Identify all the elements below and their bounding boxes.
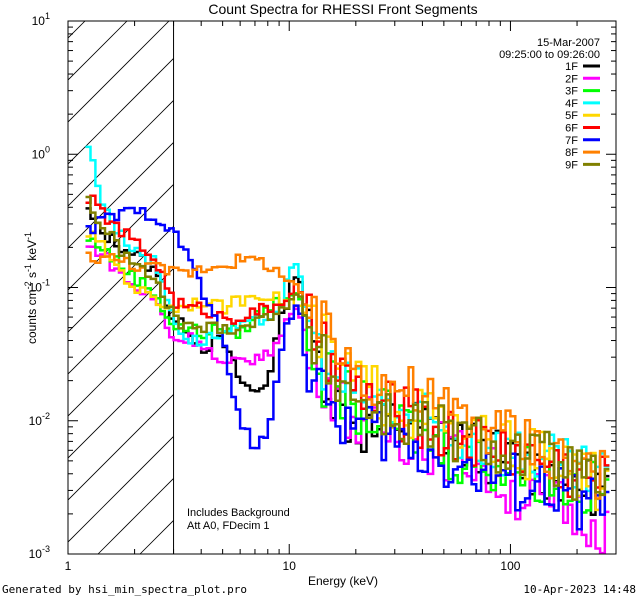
annotation-background: Includes Background bbox=[187, 507, 290, 519]
axes: 1 10 100 10-3 10-2 10-1 100 101 bbox=[29, 11, 617, 573]
hatch-line bbox=[68, 225, 174, 333]
x-tick-label: 1 bbox=[65, 559, 72, 573]
legend-label-2F: 2F bbox=[565, 73, 578, 85]
hatch-line bbox=[68, 21, 128, 81]
hatch-line bbox=[68, 141, 174, 249]
chart-title: Count Spectra for RHESSI Front Segments bbox=[208, 1, 477, 17]
legend-label-7F: 7F bbox=[565, 135, 578, 147]
hatch-line bbox=[68, 351, 174, 459]
generated-by-label: Generated by hsi_min_spectra_plot.pro bbox=[2, 583, 248, 596]
y-tick-label: 10-1 bbox=[29, 278, 50, 295]
series-2F bbox=[85, 245, 610, 554]
legend-label-1F: 1F bbox=[565, 61, 578, 73]
y-tick-label: 10-2 bbox=[29, 411, 50, 428]
x-tick-label: 10 bbox=[283, 559, 297, 573]
series-9F bbox=[85, 195, 610, 501]
hatch-line bbox=[0, 0, 110, 554]
hatch-line bbox=[68, 393, 174, 501]
hatch-line bbox=[68, 309, 174, 417]
series-3F bbox=[85, 237, 610, 514]
date-label: 15-Mar-2007 bbox=[537, 37, 600, 49]
y-axis-label: counts cm-2 s-1 keV-1 bbox=[23, 232, 39, 344]
hatch-line bbox=[68, 21, 86, 39]
x-axis-label: Energy (keV) bbox=[308, 574, 378, 588]
y-tick-label: 100 bbox=[32, 144, 50, 161]
series-7F bbox=[85, 206, 610, 531]
hatch-line bbox=[68, 435, 174, 543]
legend-label-3F: 3F bbox=[565, 86, 578, 98]
y-tick-label: 10-3 bbox=[29, 544, 50, 561]
hatch-line bbox=[68, 21, 170, 123]
time-range-label: 09:25:00 to 09:26:00 bbox=[499, 49, 600, 61]
y-tick-label: 101 bbox=[32, 11, 50, 28]
series-layer bbox=[85, 145, 610, 554]
annotation-attenuator: Att A0, FDecim 1 bbox=[187, 520, 270, 532]
legend-label-6F: 6F bbox=[565, 123, 578, 135]
x-tick-label: 100 bbox=[500, 559, 520, 573]
legend-label-8F: 8F bbox=[565, 147, 578, 159]
legend-label-9F: 9F bbox=[565, 159, 578, 171]
hatch-line bbox=[68, 267, 174, 375]
legend-label-5F: 5F bbox=[565, 110, 578, 122]
timestamp-label: 10-Apr-2023 14:48 bbox=[523, 583, 636, 596]
legend-label-4F: 4F bbox=[565, 98, 578, 110]
